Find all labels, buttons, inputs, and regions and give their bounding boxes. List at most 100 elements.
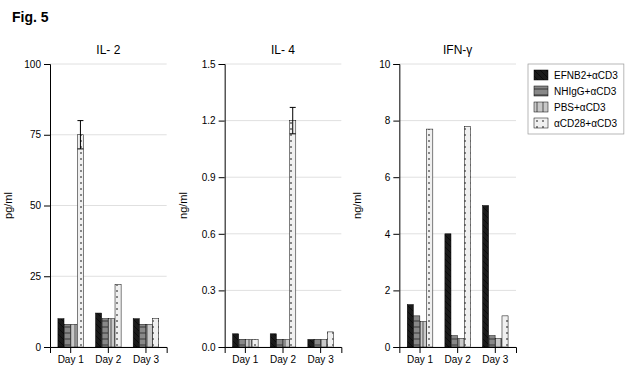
bar xyxy=(96,313,102,347)
axis-line xyxy=(225,348,342,354)
bar xyxy=(407,305,413,347)
tick: Day 1 xyxy=(407,347,434,365)
legend-swatch xyxy=(534,70,548,80)
x-axis: Day 1Day 2Day 3 xyxy=(51,347,168,365)
y-axis-label: ng/ml xyxy=(351,192,363,219)
bar xyxy=(270,334,276,347)
tick-label: 6 xyxy=(385,172,391,183)
plot-area xyxy=(407,126,508,347)
bar xyxy=(314,339,320,347)
grid-line xyxy=(225,120,342,121)
tick-label: 2 xyxy=(385,285,391,296)
tick: 0 xyxy=(385,342,400,353)
grid-line xyxy=(225,64,342,65)
tick-mark xyxy=(393,64,399,65)
tick-mark xyxy=(219,177,225,178)
bar xyxy=(458,339,464,347)
tick-mark xyxy=(70,347,71,353)
bar xyxy=(246,339,252,347)
tick: Day 1 xyxy=(58,347,85,365)
tick-mark xyxy=(420,347,421,353)
tick: 1.5 xyxy=(202,59,225,70)
tick: Day 2 xyxy=(445,347,472,365)
panel: 0255075100Day 1Day 2Day 3IL- 2pg/ml xyxy=(2,43,167,365)
bar xyxy=(133,319,139,347)
bar xyxy=(102,319,108,347)
tick-mark xyxy=(44,135,50,136)
plot-area xyxy=(233,107,334,347)
axis-line xyxy=(51,348,168,354)
tick-label: Day 2 xyxy=(445,354,472,365)
bar xyxy=(451,336,457,347)
tick-mark xyxy=(393,347,399,348)
x-axis: Day 1 Day 2 Day 3 xyxy=(225,347,342,365)
y-axis-label: ng/ml xyxy=(177,192,189,219)
series xyxy=(414,316,495,347)
grid-line xyxy=(399,120,516,121)
y-axis-label: pg/ml xyxy=(2,192,14,219)
tick: Day 3 xyxy=(482,347,509,365)
bar xyxy=(233,334,239,347)
tick-label: 75 xyxy=(30,129,42,140)
tick-mark xyxy=(393,234,399,235)
plot-area xyxy=(58,121,159,347)
grid xyxy=(225,64,342,347)
tick: Day 2 xyxy=(270,347,297,365)
bar xyxy=(239,339,245,347)
series xyxy=(77,135,158,347)
tick-label: 1.2 xyxy=(202,115,216,126)
tick: 2 xyxy=(385,285,400,296)
tick: 0.0 xyxy=(202,342,225,353)
tick: 50 xyxy=(30,200,50,211)
grid-line xyxy=(225,233,342,234)
grid-line xyxy=(50,64,167,65)
bar xyxy=(414,316,420,347)
grid-line xyxy=(399,177,516,178)
tick-mark xyxy=(320,347,321,353)
tick-mark xyxy=(283,347,284,353)
panel: 0.00.30.60.91.21.5Day 1Day 2Day 3IL- 4ng… xyxy=(177,43,342,365)
series xyxy=(233,334,314,347)
tick-label: 0.0 xyxy=(202,342,216,353)
bar xyxy=(109,319,115,347)
series xyxy=(246,339,327,347)
legend-label: αCD28+αCD3 xyxy=(554,118,617,129)
tick-label: Day 1 xyxy=(58,354,85,365)
legend-swatch xyxy=(534,102,548,112)
tick: 100 xyxy=(24,59,50,70)
tick-label: 10 xyxy=(379,59,391,70)
tick-label: 8 xyxy=(385,115,391,126)
tick-label: 50 xyxy=(30,200,42,211)
tick-label: 0.9 xyxy=(202,172,216,183)
grid-line xyxy=(50,276,167,277)
tick: 8 xyxy=(385,115,400,126)
bar xyxy=(290,121,296,347)
bar xyxy=(327,332,333,347)
fig-label: Fig. 5 xyxy=(12,9,49,25)
bar xyxy=(77,135,83,347)
y-axis: 0 2 4 6 8 10 xyxy=(379,59,400,353)
tick-mark xyxy=(44,276,50,277)
axis-line xyxy=(219,65,226,348)
grid xyxy=(50,64,167,347)
panel-title: IL- 4 xyxy=(271,43,295,57)
tick: 6 xyxy=(385,172,400,183)
tick-label: Day 1 xyxy=(232,354,259,365)
axis-line xyxy=(44,65,51,348)
axis-line xyxy=(400,348,517,354)
tick-mark xyxy=(44,347,50,348)
legend-frame xyxy=(528,64,624,134)
grid-line xyxy=(399,290,516,291)
panel: 0246810Day 1Day 2Day 3IFN-γng/mlEFNB2+αC… xyxy=(351,43,624,365)
legend-swatch xyxy=(534,86,548,96)
tick-label: Day 2 xyxy=(270,354,297,365)
tick: Day 3 xyxy=(308,347,335,365)
tick-label: 4 xyxy=(385,229,391,240)
x-axis: Day 1 Day 2 Day 3 xyxy=(400,347,517,365)
series xyxy=(239,339,320,347)
series xyxy=(64,319,145,347)
tick-label: 100 xyxy=(24,59,41,70)
y-axis: 0255075100 xyxy=(24,59,50,353)
tick-label: 1.5 xyxy=(202,59,216,70)
bar xyxy=(140,324,146,347)
